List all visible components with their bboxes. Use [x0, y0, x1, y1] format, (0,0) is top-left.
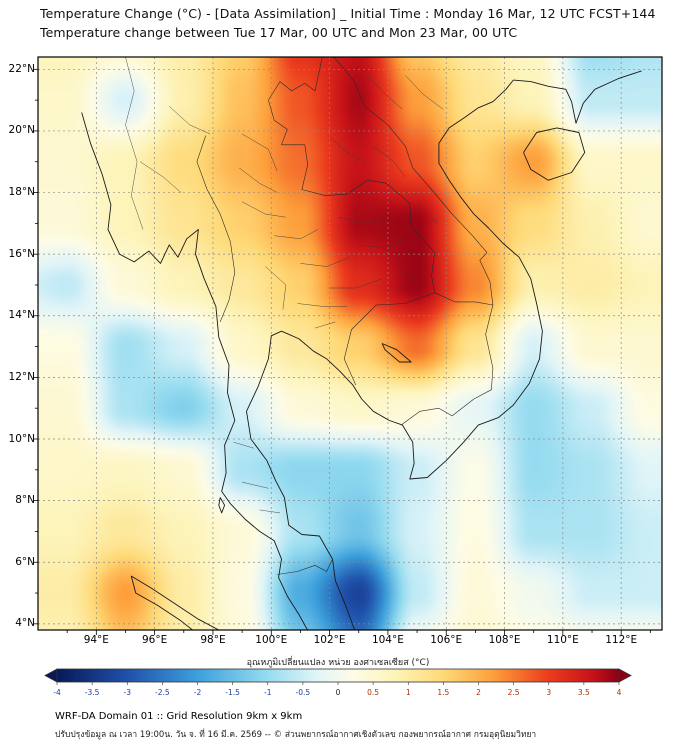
chart-subtitle: Temperature change between Tue 17 Mar, 0… [40, 25, 518, 40]
colorbar-left-arrow [44, 668, 58, 683]
colorbar-tick-label: -3.5 [85, 688, 100, 697]
colorbar-tick-label: -2 [194, 688, 202, 697]
colorbar-tick-label: 1.5 [437, 688, 449, 697]
colorbar-tick-label: -1 [264, 688, 272, 697]
colorbar-tick-label: -1.5 [225, 688, 240, 697]
colorbar-tick-label: 2.5 [508, 688, 520, 697]
lon-tick-label: 94°E [83, 634, 109, 646]
lon-tick-label: 108°E [488, 634, 521, 646]
lat-tick-label: 18°N [8, 186, 35, 199]
colorbar-tick-label: -0.5 [296, 688, 311, 697]
lat-tick-label: 22°N [8, 62, 35, 75]
lat-tick-label: 8°N [15, 494, 35, 507]
colorbar-tick-label: -4 [53, 688, 61, 697]
lat-tick-label: 12°N [8, 370, 35, 383]
colorbar-gradient [56, 668, 620, 683]
lat-tick-label: 6°N [15, 555, 35, 568]
colorbar-tick-label: 1 [406, 688, 411, 697]
colorbar-tick-label: 3.5 [578, 688, 590, 697]
footer-update-info: ปรับปรุงข้อมูล ณ เวลา 19:00น. วัน จ. ที่… [55, 730, 537, 740]
lat-tick-label: 10°N [8, 432, 35, 445]
lat-tick-label: 20°N [8, 124, 35, 137]
lon-tick-label: 104°E [371, 634, 404, 646]
colorbar-tick-label: 2 [476, 688, 481, 697]
colorbar-tick-label: 3 [546, 688, 551, 697]
lat-tick-label: 16°N [8, 247, 35, 260]
colorbar-tick-label: 4 [617, 688, 622, 697]
colorbar-right-arrow [618, 668, 632, 683]
colorbar-tick-label: 0.5 [367, 688, 379, 697]
lon-tick-label: 100°E [255, 634, 288, 646]
lon-tick-label: 98°E [200, 634, 226, 646]
lat-tick-label: 4°N [15, 617, 35, 630]
lon-tick-label: 112°E [605, 634, 638, 646]
colorbar-tick-label: -3 [124, 688, 132, 697]
lon-tick-label: 102°E [313, 634, 346, 646]
lon-tick-label: 110°E [546, 634, 579, 646]
lon-tick-label: 106°E [430, 634, 463, 646]
temperature-heatmap-canvas [38, 57, 662, 630]
chart-title: Temperature Change (°C) - [Data Assimila… [40, 6, 656, 21]
lat-tick-label: 14°N [8, 309, 35, 322]
colorbar: -4 -3.5 -3 -2.5 -2 -1.5 -1 -0.5 0 0.5 1 1.5 2 2.5 3 3.5… [44, 668, 632, 697]
footer-domain-info: WRF-DA Domain 01 :: Grid Resolution 9km … [55, 711, 303, 722]
colorbar-tick-label: 0 [336, 688, 341, 697]
colorbar-label: อุณหภูมิเปลี่ยนแปลง หน่วย องศาเซลเซียส (… [246, 658, 430, 668]
colorbar-tick-label: -2.5 [155, 688, 170, 697]
lon-tick-label: 96°E [142, 634, 168, 646]
